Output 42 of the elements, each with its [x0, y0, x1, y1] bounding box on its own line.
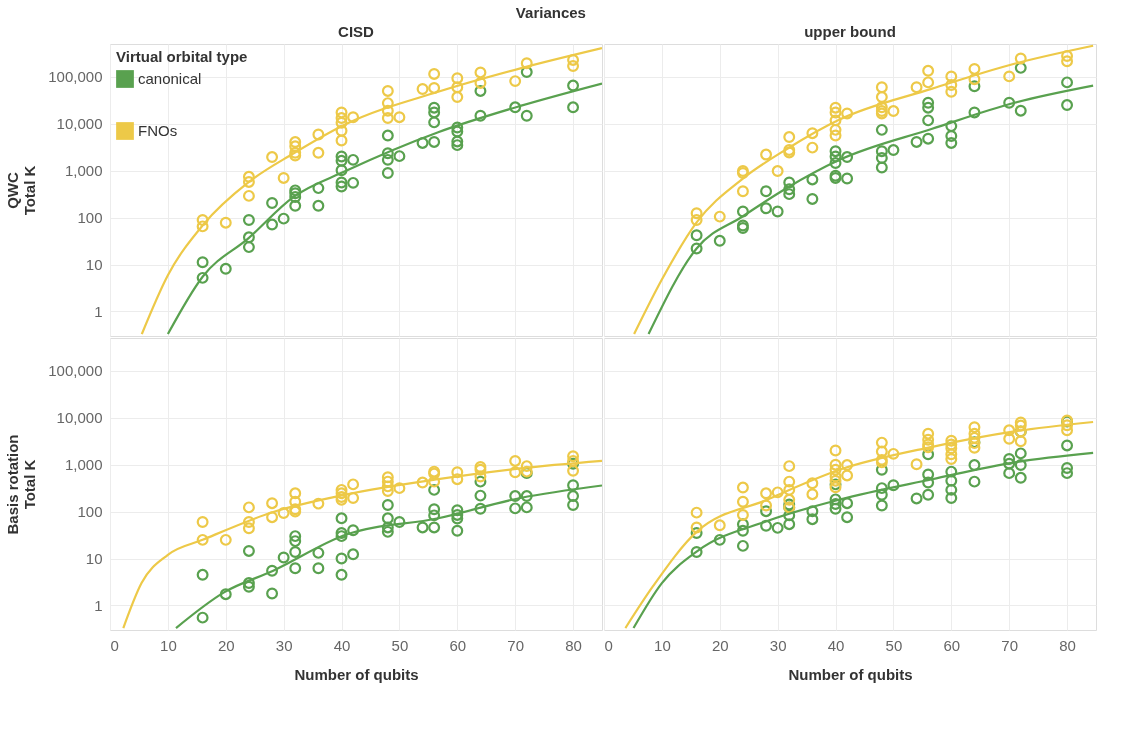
y-axis-title: Total K	[21, 459, 39, 510]
x-tick-label: 50	[885, 636, 903, 654]
legend-title: Virtual orbital type	[116, 48, 248, 65]
x-tick-label: 30	[769, 636, 787, 654]
y-tick-label: 1	[94, 596, 103, 614]
x-tick-label: 0	[110, 636, 119, 654]
x-tick-label: 50	[391, 636, 409, 654]
text: Variances	[515, 3, 586, 21]
x-tick-label: 70	[507, 636, 525, 654]
x-tick-label: 20	[217, 636, 235, 654]
x-tick-label: 60	[449, 636, 467, 654]
x-tick-label: 30	[275, 636, 293, 654]
x-tick-label: 80	[565, 636, 582, 654]
y-tick-label: 1	[94, 302, 103, 320]
chart-title: CISD	[338, 23, 375, 40]
y-tick-label: 100,000	[48, 68, 103, 86]
legend-label: canonical	[138, 70, 202, 87]
x-tick-label: 60	[943, 636, 961, 654]
x-tick-label: 40	[333, 636, 351, 654]
x-tick-label: 70	[1001, 636, 1019, 654]
x-tick-label: 10	[654, 636, 671, 654]
legend-label: FNOs	[138, 122, 178, 139]
text: Basis rotation	[4, 434, 22, 535]
x-tick-label: 20	[711, 636, 729, 654]
y-tick-label: 100,000	[48, 362, 103, 380]
x-tick-label: 0	[604, 636, 613, 654]
y-tick-label: 100	[77, 503, 103, 521]
x-axis-title: Number of qubits	[294, 665, 419, 683]
x-tick-label: 80	[1059, 636, 1076, 654]
x-tick-label: 10	[160, 636, 177, 654]
y-tick-label: 10	[85, 256, 103, 274]
y-axis-title: Total K	[21, 165, 39, 216]
y-tick-label: 100	[77, 209, 103, 227]
text: QWC	[4, 172, 22, 209]
x-tick-label: 40	[827, 636, 845, 654]
y-tick-label: 10,000	[56, 409, 103, 427]
y-tick-label: 10	[85, 550, 103, 568]
y-tick-label: 10,000	[56, 115, 103, 133]
chart-title: upper bound	[804, 23, 896, 40]
x-axis-title: Number of qubits	[788, 665, 913, 683]
y-tick-label: 1,000	[64, 162, 103, 180]
y-tick-label: 1,000	[64, 456, 103, 474]
